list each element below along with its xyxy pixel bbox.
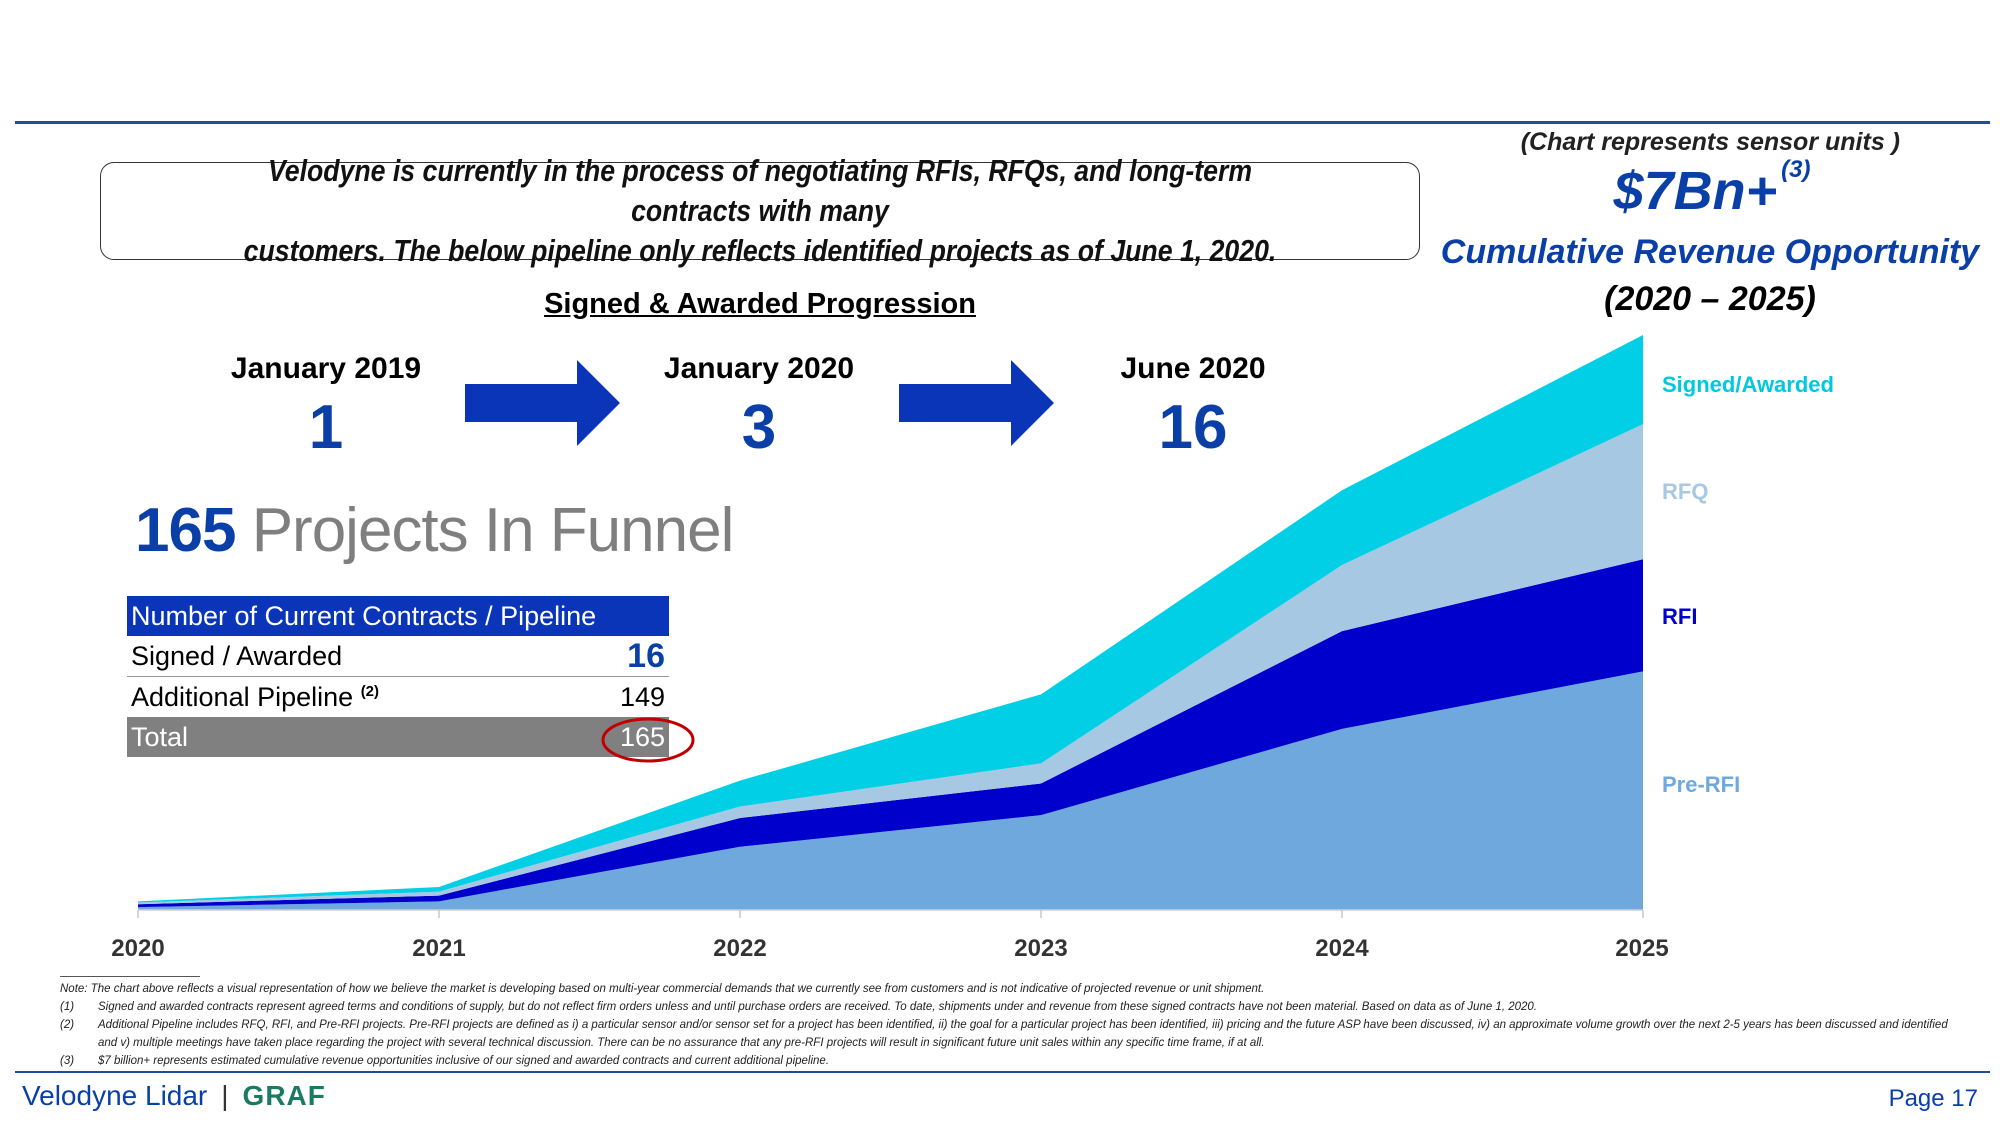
x-tick-label: 2024 <box>1315 935 1369 962</box>
brand-logo: Velodyne Lidar <box>22 1080 208 1111</box>
x-tick-label: 2025 <box>1615 935 1669 962</box>
contracts-table: Number of Current Contracts / Pipeline S… <box>127 596 695 762</box>
footnote-text: Note: The chart above reflects a visual … <box>60 983 1265 995</box>
footnotes: Note: The chart above reflects a visual … <box>60 980 1950 1070</box>
opportunity-amount: $7Bn+ <box>1613 161 1778 221</box>
row-value: 149 <box>619 681 665 712</box>
logo-separator: | <box>221 1080 229 1111</box>
negotiation-callout: Velodyne is currently in the process of … <box>100 153 1420 268</box>
footnote: (2) Additional Pipeline includes RFQ, RFI… <box>60 1016 1950 1052</box>
row-label: Total <box>131 721 189 752</box>
row-ref: (2) <box>360 682 380 700</box>
x-tick-label: 2022 <box>713 935 767 962</box>
footnote-text: $7 billion+ represents estimated cumulat… <box>98 1055 830 1067</box>
partner-logo: GRAF <box>242 1080 326 1111</box>
legend-rfq: RFQ <box>1662 479 1709 504</box>
footnote: (3) $7 billion+ represents estimated cumu… <box>60 1052 1950 1070</box>
row-label: Signed / Awarded <box>131 640 343 671</box>
progression-count-1: 1 <box>308 393 344 462</box>
table-header: Number of Current Contracts / Pipeline <box>127 596 669 636</box>
footer-rule <box>15 1071 1990 1073</box>
row-value: 165 <box>619 721 665 752</box>
progression-count-2: 3 <box>741 393 777 462</box>
arrow-right-icon <box>465 360 620 446</box>
row-label-wrap: Additional Pipeline (2) <box>127 682 379 713</box>
header-rule <box>15 121 1990 124</box>
x-tick-label: 2023 <box>1014 935 1068 962</box>
x-tick-label: 2020 <box>111 935 165 962</box>
funnel-number: 165 <box>135 496 236 565</box>
progression-title: Signed & Awarded Progression <box>544 288 976 320</box>
table-row-total: Total 165 <box>127 717 695 762</box>
table-row: Additional Pipeline (2) 149 <box>127 677 669 717</box>
legend-pre-rfi: Pre-RFI <box>1662 772 1741 797</box>
callout-line-1: Velodyne is currently in the process of … <box>267 153 1253 228</box>
legend-signed-awarded: Signed/Awarded <box>1662 372 1834 397</box>
footnote-key: (3) <box>60 1055 75 1067</box>
total-value-wrap: 165 <box>601 717 695 762</box>
highlight-circle-icon <box>601 717 695 762</box>
footnote: (1) Signed and awarded contracts represen… <box>60 998 1950 1016</box>
progression-count-3: 16 <box>1158 393 1228 462</box>
x-tick-label: 2021 <box>412 935 466 962</box>
footer-logo: Velodyne Lidar | GRAF <box>22 1080 326 1112</box>
opportunity-ref: (3) <box>1781 155 1811 183</box>
page-number: Page 17 <box>1888 1085 1978 1112</box>
area-series-pre-rfi <box>138 671 1643 910</box>
footnote-key: (2) <box>60 1019 75 1031</box>
opportunity-amount-block: $7Bn+ (3) <box>1440 156 1980 222</box>
opportunity-label: Cumulative Revenue Opportunity <box>1440 233 1980 271</box>
funnel-headline: 165 Projects In Funnel <box>135 495 735 566</box>
arrow-right-icon <box>899 360 1054 446</box>
progression-date-1: January 2019 <box>230 352 422 385</box>
chart-units-note: (Chart represents sensor units ) <box>1520 128 1900 156</box>
progression-date-3: June 2020 <box>1120 352 1266 385</box>
opportunity-period: (2020 – 2025) <box>1604 280 1816 318</box>
funnel-text: Projects In Funnel <box>251 496 735 565</box>
progression-date-2: January 2020 <box>663 352 855 385</box>
footnote: Note: The chart above reflects a visual … <box>60 980 1950 998</box>
notes-divider <box>60 976 200 977</box>
row-label: Additional Pipeline <box>131 681 354 712</box>
footnote-text: Additional Pipeline includes RFQ, RFI, a… <box>98 1019 1948 1049</box>
footnote-key: (1) <box>60 1001 75 1013</box>
row-value: 16 <box>627 636 665 675</box>
legend-rfi: RFI <box>1662 604 1698 629</box>
callout-line-2: customers. The below pipeline only refle… <box>243 233 1277 268</box>
table-row: Signed / Awarded 16 <box>127 636 669 677</box>
footnote-text: Signed and awarded contracts represent a… <box>98 1001 1537 1013</box>
